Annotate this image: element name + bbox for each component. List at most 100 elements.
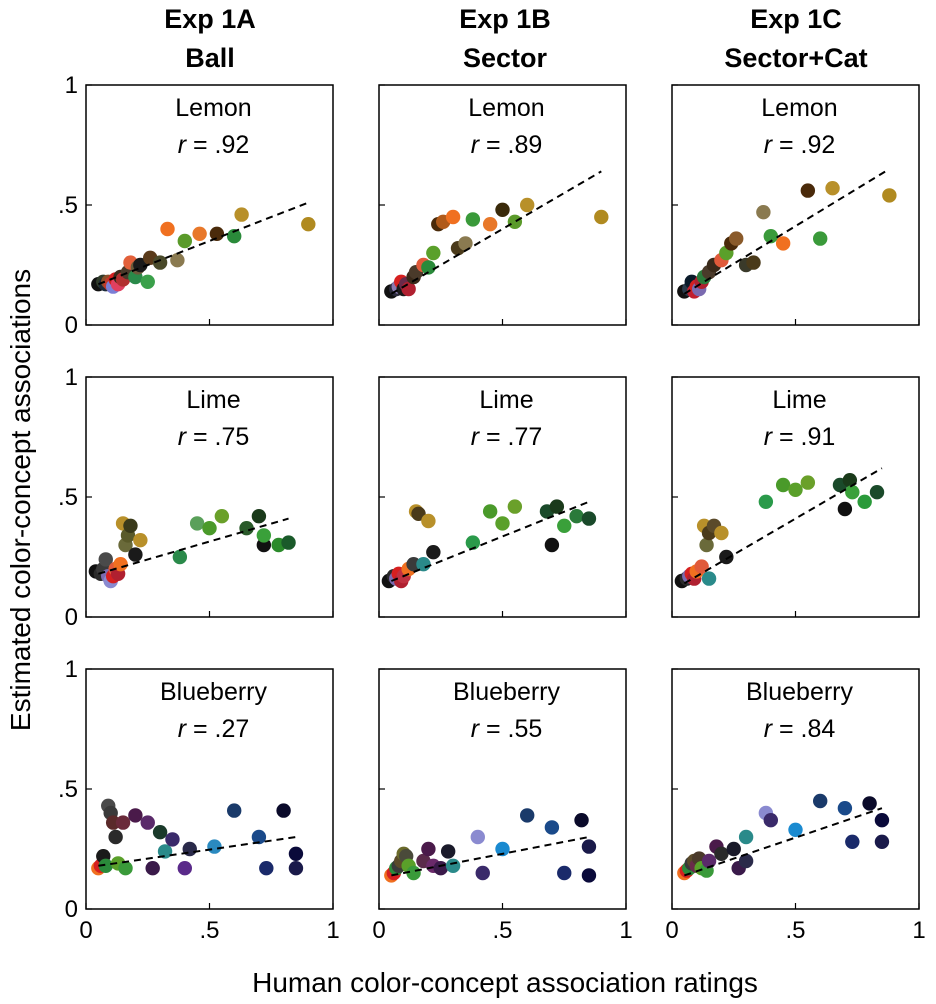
x-tick-label: 1 xyxy=(619,917,632,944)
correlation-value: = .89 xyxy=(479,131,542,159)
data-point xyxy=(775,477,791,493)
data-point xyxy=(133,533,148,548)
data-point xyxy=(726,841,741,857)
data-point xyxy=(426,245,441,261)
y-tick-label: 0 xyxy=(65,312,78,339)
data-point xyxy=(416,557,431,572)
data-point xyxy=(288,846,304,861)
data-point xyxy=(123,518,138,533)
data-point xyxy=(421,841,436,857)
data-point xyxy=(256,528,272,543)
data-point xyxy=(475,865,490,881)
data-point xyxy=(98,552,113,567)
data-point xyxy=(738,829,754,845)
data-point xyxy=(544,537,560,553)
data-point xyxy=(800,475,816,490)
x-tick-label: 0 xyxy=(665,917,678,944)
correlation-symbol: r xyxy=(764,131,774,159)
data-point xyxy=(581,839,597,854)
data-point xyxy=(549,499,565,514)
data-point xyxy=(581,868,597,883)
data-point xyxy=(251,509,267,524)
data-point xyxy=(227,803,242,818)
scatter-panel-exp-1b-blueberry: 0 .5 1 Blueberry r = .55 xyxy=(372,668,633,944)
y-tick-label: .5 xyxy=(58,192,78,219)
data-point xyxy=(507,214,523,229)
panel-concept-label: Lemon xyxy=(468,94,544,122)
data-point xyxy=(177,233,192,249)
panel-correlation-label: r = .55 xyxy=(471,715,543,743)
panel-concept-label: Blueberry xyxy=(746,678,853,706)
panel-concept-label: Blueberry xyxy=(453,678,560,706)
data-point xyxy=(788,482,803,497)
data-point xyxy=(118,861,133,876)
correlation-value: = .92 xyxy=(186,131,249,159)
data-point xyxy=(98,858,113,873)
data-point xyxy=(172,549,188,565)
data-point xyxy=(544,820,560,835)
data-point xyxy=(145,861,160,876)
data-point xyxy=(433,861,448,876)
data-point xyxy=(862,796,877,811)
data-point xyxy=(192,226,207,241)
y-tick-label: 1 xyxy=(65,364,78,391)
trend-line xyxy=(683,168,890,295)
correlation-value: = .77 xyxy=(479,423,542,451)
data-point xyxy=(763,229,778,244)
y-tick-label: 1 xyxy=(65,72,78,99)
data-point xyxy=(465,212,481,227)
data-point xyxy=(845,834,860,849)
data-point xyxy=(800,183,816,198)
column-subtitle-1b: Sector xyxy=(463,43,548,73)
data-point xyxy=(207,839,222,854)
scatter-panel-exp-1b-lime: Lime r = .77 xyxy=(378,376,627,618)
data-point xyxy=(445,858,461,873)
data-point xyxy=(813,793,828,809)
data-point xyxy=(837,801,853,816)
data-point xyxy=(557,865,572,881)
data-point xyxy=(594,209,609,225)
data-point xyxy=(214,509,230,524)
data-point xyxy=(421,260,436,275)
data-point xyxy=(701,853,717,869)
panel-concept-label: Lime xyxy=(479,386,533,414)
panel-correlation-label: r = .84 xyxy=(764,715,836,743)
panel-correlation-label: r = .91 xyxy=(764,423,836,451)
data-point xyxy=(763,813,778,828)
y-tick-label: 0 xyxy=(65,896,78,923)
x-tick-label: 1 xyxy=(912,917,925,944)
data-point xyxy=(406,557,421,572)
data-point xyxy=(756,205,771,220)
trend-line xyxy=(98,517,289,575)
correlation-value: = .55 xyxy=(479,715,542,743)
trend-line xyxy=(98,836,297,867)
correlation-symbol: r xyxy=(178,423,188,451)
data-point xyxy=(758,494,774,509)
scatter-panel-exp-1b-lemon: Lemon r = .89 xyxy=(378,84,627,326)
correlation-symbol: r xyxy=(178,715,188,743)
data-point xyxy=(411,506,426,521)
data-point xyxy=(574,813,589,828)
data-point xyxy=(128,808,143,823)
data-point xyxy=(869,485,885,500)
y-axis-label: Estimated color-concept associations xyxy=(5,269,36,731)
correlation-symbol: r xyxy=(471,131,481,159)
correlation-symbol: r xyxy=(471,715,481,743)
data-point xyxy=(482,217,498,232)
data-point xyxy=(140,815,155,830)
data-point xyxy=(152,825,168,840)
data-point xyxy=(189,516,205,531)
data-point xyxy=(882,188,897,203)
data-point xyxy=(569,509,584,524)
data-point xyxy=(209,226,225,241)
data-point xyxy=(152,255,168,270)
data-point xyxy=(857,494,872,509)
data-point xyxy=(202,521,217,536)
data-point xyxy=(140,274,155,289)
scatter-panel-exp-1a-lemon: 0 .5 1 Lemon r = .92 xyxy=(58,72,334,339)
data-point xyxy=(694,559,709,574)
data-point xyxy=(729,231,744,246)
data-point xyxy=(458,236,473,251)
correlation-value: = .92 xyxy=(772,131,835,159)
